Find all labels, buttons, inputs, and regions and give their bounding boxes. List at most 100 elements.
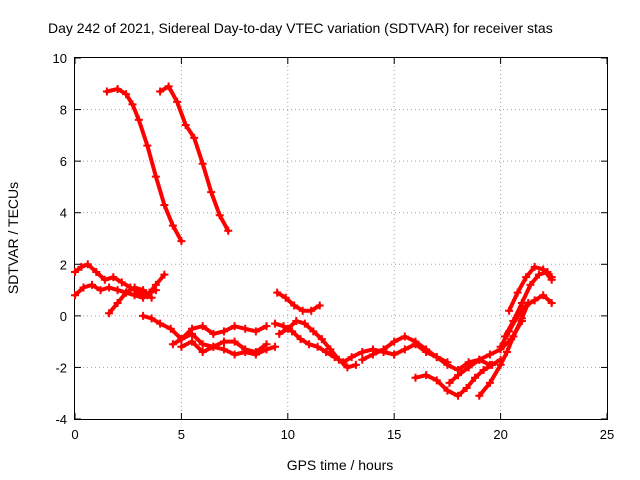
data-point xyxy=(122,288,131,297)
data-point xyxy=(334,355,343,364)
data-point xyxy=(400,345,409,354)
data-point xyxy=(443,386,452,395)
data-point xyxy=(130,291,139,300)
data-point xyxy=(305,340,314,349)
data-point xyxy=(422,347,431,356)
data-point xyxy=(522,273,531,282)
data-point xyxy=(117,278,126,287)
data-point xyxy=(422,371,431,380)
data-point xyxy=(173,97,182,106)
data-point xyxy=(147,314,156,323)
data-point xyxy=(534,270,543,279)
x-tick-label: 0 xyxy=(71,427,78,442)
data-point xyxy=(488,360,497,369)
data-point xyxy=(479,366,488,375)
series-track-15 xyxy=(447,319,524,385)
data-point xyxy=(315,301,324,310)
x-tick-label: 5 xyxy=(178,427,185,442)
data-point xyxy=(313,342,322,351)
data-point xyxy=(198,347,207,356)
x-axis-label: GPS time / hours xyxy=(287,457,394,473)
series-track-14 xyxy=(413,357,503,398)
series-track-7 xyxy=(170,331,269,354)
data-point xyxy=(230,322,239,331)
series-track-6 xyxy=(141,313,269,342)
data-point xyxy=(292,317,301,326)
data-point xyxy=(307,306,316,315)
data-point xyxy=(77,262,86,271)
grid xyxy=(75,58,607,419)
data-point xyxy=(445,378,454,387)
data-point xyxy=(379,345,388,354)
data-point xyxy=(530,296,539,305)
chart-title: Day 242 of 2021, Sidereal Day-to-day VTE… xyxy=(48,20,553,36)
data-point xyxy=(513,288,522,297)
data-point xyxy=(177,237,186,246)
data-point xyxy=(198,322,207,331)
data-point xyxy=(547,298,556,307)
y-tick-label: -4 xyxy=(55,412,67,427)
data-point xyxy=(71,291,79,300)
data-point xyxy=(134,115,143,124)
data-point xyxy=(485,350,494,359)
data-point xyxy=(368,350,377,359)
data-point xyxy=(543,268,552,277)
data-point xyxy=(496,360,505,369)
data-point xyxy=(156,87,165,96)
data-point xyxy=(224,226,233,235)
data-point xyxy=(309,327,318,336)
data-point xyxy=(241,347,250,356)
data-point xyxy=(109,273,118,282)
data-point xyxy=(219,337,228,346)
data-point xyxy=(198,159,207,168)
y-tick-label: 6 xyxy=(60,154,67,169)
data-point xyxy=(296,335,305,344)
y-tick-label: 2 xyxy=(60,257,67,272)
data-point xyxy=(509,317,518,326)
data-point xyxy=(207,188,216,197)
x-tick-label: 20 xyxy=(493,427,507,442)
data-point xyxy=(539,291,548,300)
data-point xyxy=(358,347,367,356)
data-point xyxy=(517,314,526,323)
data-point xyxy=(475,355,484,364)
data-point xyxy=(530,262,539,271)
data-point xyxy=(164,82,173,91)
data-point xyxy=(496,342,505,351)
data-point xyxy=(390,350,399,359)
data-point xyxy=(209,342,218,351)
series-track-5 xyxy=(107,285,154,316)
data-point xyxy=(432,353,441,362)
series-track-8 xyxy=(179,339,277,357)
data-point xyxy=(475,391,484,400)
series-track-2 xyxy=(158,84,231,233)
data-point xyxy=(432,376,441,385)
data-point xyxy=(358,355,367,364)
data-point xyxy=(102,87,111,96)
y-tick-label: -2 xyxy=(55,360,67,375)
data-point xyxy=(300,319,309,328)
data-point xyxy=(281,293,290,302)
data-point xyxy=(485,378,494,387)
data-point xyxy=(209,329,218,338)
data-point xyxy=(139,286,148,295)
data-point xyxy=(219,345,228,354)
axis-ticks: 0 5 10 15 20 25 -4 -2 0 2 4 6 8 10 xyxy=(53,51,615,442)
data-point xyxy=(190,133,199,142)
y-tick-label: 10 xyxy=(53,51,67,66)
data-point xyxy=(181,121,190,130)
series-track-1 xyxy=(104,86,184,244)
data-point xyxy=(390,337,399,346)
data-point xyxy=(156,319,165,328)
data-point xyxy=(188,337,197,346)
data-point xyxy=(100,275,109,284)
data-point xyxy=(271,342,280,351)
data-point xyxy=(113,286,122,295)
data-point xyxy=(326,345,335,354)
data-point xyxy=(83,260,92,269)
data-point xyxy=(271,319,280,328)
data-point xyxy=(526,280,535,289)
data-point xyxy=(230,350,239,359)
series-track-11 xyxy=(275,290,322,313)
data-point xyxy=(262,345,271,354)
